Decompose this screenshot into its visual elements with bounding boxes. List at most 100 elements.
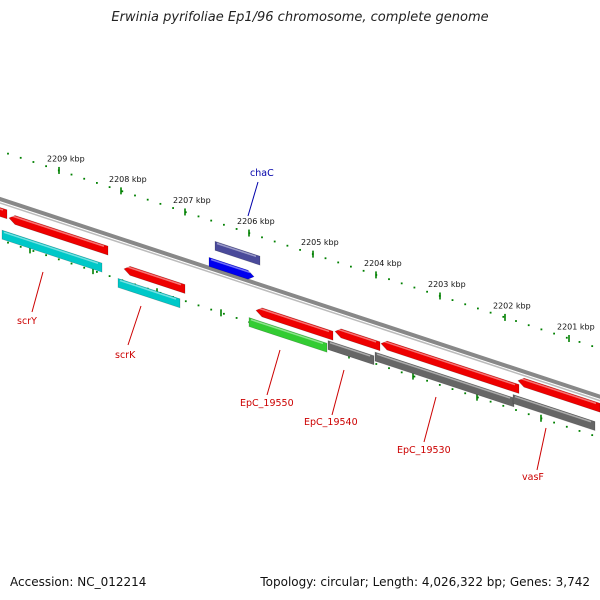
gene-upper-4-body [255,307,334,341]
gene-label-vasF[interactable]: vasF [522,427,547,483]
gene-label-text: scrY [17,316,37,327]
gene-EpC_19530 [374,351,515,408]
gene-upper-3-highlight [125,265,182,286]
outer-minor-tick [19,156,22,159]
gene-vasF-body [512,394,596,431]
gene-EpC_19530-highlight [376,353,511,399]
gene-upper-2 [8,214,109,256]
gene-label-scrY[interactable]: scrY [17,271,44,327]
inner-minor-tick [451,388,454,390]
outer-minor-tick [362,269,365,272]
gene-upper-5 [334,328,381,352]
page-title: Erwinia pyrifoliae Ep1/96 chromosome, co… [111,10,489,25]
gene-label-leader [247,181,259,217]
gene-features [0,207,600,431]
inner-minor-tick [565,425,568,428]
gene-upper-6 [380,340,520,394]
gene-chaC-upper-body [214,240,261,266]
inner-minor-tick [108,275,111,278]
inner-minor-tick [210,308,213,311]
outer-minor-tick [121,190,124,193]
gene-scrY [1,229,103,273]
gene-upper-6-body [380,340,520,394]
gene-upper-1-body [0,207,8,220]
gene-label-scrK[interactable]: scrK [115,305,142,361]
outer-minor-tick [172,207,174,209]
inner-minor-tick [223,312,225,315]
gene-label-EpC_19550[interactable]: EpC_19550 [240,349,294,409]
gene-upper-7-body [517,377,600,413]
gene-label-EpC_19540[interactable]: EpC_19540 [304,369,358,428]
gene-chaC-upper-highlight [216,242,257,258]
outer-minor-tick [527,324,530,327]
outer-minor-tick [565,336,568,339]
gene-label-text: chaC [250,168,274,179]
inner-minor-tick [477,396,479,399]
outer-minor-tick [7,152,9,155]
accession-label: Accession: NC_012214 [10,575,147,589]
inner-minor-tick [515,409,517,411]
gene-label-chaC[interactable]: chaC [247,168,274,217]
inner-minor-tick [184,300,187,303]
gene-vasF-highlight [514,395,592,423]
genome-summary: Topology: circular; Length: 4,026,322 bp… [260,575,590,589]
outer-minor-tick [477,307,479,310]
gene-chaC-highlight [210,258,251,274]
inner-minor-tick [7,241,9,244]
gene-label-text: EpC_19540 [304,417,358,428]
gene-scrY-body [1,229,103,273]
gene-label-text: scrK [115,350,136,361]
gene-label-text: vasF [522,472,544,483]
inner-minor-tick [57,258,60,261]
gene-vasF [512,394,596,431]
gene-EpC_19550-body [248,317,328,353]
kbp-label: 2205 kbp [301,238,339,247]
inner-minor-tick [96,271,98,273]
gene-upper-1 [0,207,8,220]
outer-minor-tick [45,165,47,168]
inner-minor-tick [578,430,581,432]
kbp-label: 2201 kbp [557,322,595,331]
outer-minor-tick [146,198,149,201]
chromosome-backbone [0,196,600,402]
outer-minor-tick [299,248,301,251]
outer-minor-tick [159,202,162,205]
inner-minor-tick [70,262,73,265]
inner-minor-tick [502,404,505,407]
inner-minor-tick [489,400,492,403]
kbp-label: 2208 kbp [109,175,147,184]
outer-minor-tick [540,328,543,331]
outer-minor-tick [489,311,492,314]
outer-minor-tick [426,290,428,293]
gene-label-EpC_19530[interactable]: EpC_19530 [397,396,451,456]
outer-minor-tick [502,315,505,318]
kbp-label: 2209 kbp [47,154,85,163]
gene-EpC_19540-highlight [329,342,371,357]
gene-upper-3-body [123,266,186,294]
outer-minor-tick [108,186,111,189]
inner-minor-tick [235,317,238,319]
outer-minor-tick [553,332,555,335]
inner-minor-tick [553,421,555,424]
inner-minor-tick [400,371,403,374]
gene-upper-6-highlight [382,340,516,386]
gene-EpC_19550-highlight [250,318,324,345]
outer-minor-tick [210,219,213,222]
gene-chaC [208,256,255,280]
kbp-labels: 2209 kbp 2208 kbp 2207 kbp 2206 kbp 2205 kbp… [47,154,595,331]
outer-minor-tick [337,261,340,264]
outer-minor-tick [96,182,98,184]
inner-minor-tick [527,413,530,416]
gene-upper-5-highlight [336,328,377,343]
outer-minor-tick [32,161,35,163]
outer-minor-tick [413,286,416,289]
outer-minor-tick [591,345,594,348]
inner-minor-tick [19,245,22,248]
gene-labels[interactable]: chaC scrY scrK EpC_19550 EpC_19540 EpC_19530v… [17,168,547,483]
inner-minor-tick [388,367,390,370]
backbone-line-upper [0,196,600,399]
gene-label-leader [31,271,44,313]
inner-minor-tick [426,379,428,382]
